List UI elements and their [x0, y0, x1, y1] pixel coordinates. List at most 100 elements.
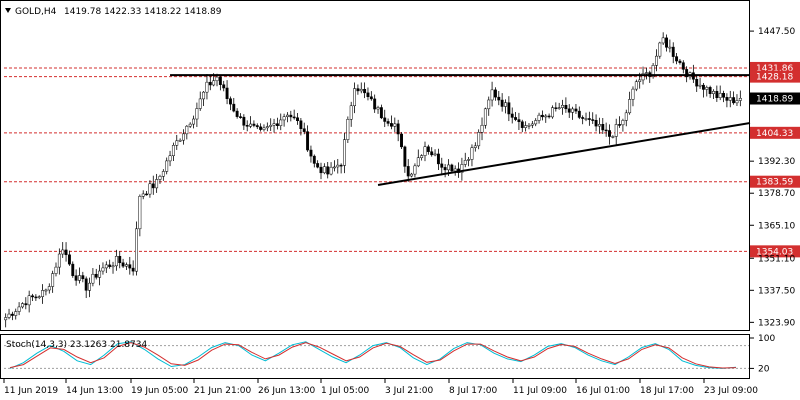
candle: [366, 87, 370, 101]
candle: [493, 87, 497, 101]
candle: [158, 174, 162, 184]
candle: [21, 302, 24, 309]
candle: [386, 118, 390, 127]
candle: [118, 251, 122, 269]
candle: [463, 152, 467, 168]
candle: [41, 284, 45, 304]
time-tick: 11 Jul 09:00: [513, 386, 567, 396]
candle: [628, 91, 632, 115]
candle: [591, 112, 595, 124]
candle: [376, 105, 380, 114]
candle: [423, 141, 427, 162]
candle: [121, 258, 125, 268]
candle: [416, 149, 420, 168]
candle: [141, 190, 145, 200]
candle: [540, 110, 544, 121]
candle: [718, 85, 722, 101]
candle: [155, 173, 159, 193]
collapse-triangle-icon[interactable]: [5, 8, 11, 13]
candle: [275, 117, 279, 130]
candle: [708, 85, 712, 98]
candle: [302, 122, 306, 135]
candle: [47, 283, 51, 294]
candle: [7, 308, 11, 320]
candle: [426, 144, 430, 155]
candle: [309, 145, 313, 163]
candle: [715, 85, 719, 102]
candle: [551, 105, 554, 119]
current-price-label: 1418.89: [756, 95, 793, 105]
candle: [84, 276, 88, 299]
candle: [222, 80, 226, 92]
candle: [195, 102, 199, 127]
candle: [81, 271, 85, 283]
candle: [658, 41, 662, 59]
candle: [356, 84, 360, 95]
candle: [259, 123, 263, 132]
candle: [470, 144, 474, 167]
candle: [151, 175, 155, 195]
candle: [265, 122, 269, 132]
candle: [510, 107, 514, 124]
candle: [329, 162, 333, 176]
candle: [145, 191, 149, 196]
rising-support-trendline[interactable]: [377, 122, 751, 186]
candle: [316, 160, 320, 169]
candle: [31, 293, 34, 301]
candle: [37, 295, 41, 300]
candle: [604, 122, 608, 137]
candle: [185, 125, 189, 140]
candle: [631, 86, 635, 107]
candle: [396, 119, 400, 142]
candle: [255, 123, 259, 130]
price-tick: 1392.30: [758, 157, 795, 167]
candle: [218, 75, 222, 91]
stoch-tick: 100: [758, 334, 775, 344]
candle: [574, 103, 578, 115]
candle: [594, 114, 598, 132]
candle: [188, 122, 192, 129]
candle: [282, 113, 286, 127]
candle: [232, 97, 236, 113]
candle: [440, 157, 444, 176]
candle: [547, 113, 551, 119]
candle: [245, 120, 249, 132]
candle: [339, 163, 343, 174]
main-pane[interactable]: [0, 0, 750, 331]
candle: [524, 121, 528, 132]
candle: [242, 114, 246, 130]
candle: [514, 112, 518, 122]
time-tick: 19 Jun 05:00: [131, 386, 188, 396]
candle: [369, 91, 373, 101]
candle: [336, 158, 340, 174]
candle: [430, 147, 434, 157]
candle: [306, 125, 310, 152]
candle: [624, 109, 628, 127]
candlesticks: [4, 32, 742, 328]
candle: [128, 256, 132, 275]
candle: [332, 160, 336, 172]
candle: [175, 134, 179, 150]
candle: [520, 119, 524, 133]
candle: [98, 264, 102, 286]
candle: [564, 97, 568, 113]
price-tick: 1378.70: [758, 189, 795, 199]
candle: [269, 118, 273, 131]
candle: [94, 268, 98, 280]
candle: [527, 122, 531, 130]
candle: [272, 118, 276, 133]
candle: [487, 96, 491, 116]
candle: [725, 93, 729, 108]
candle: [359, 82, 363, 94]
candle: [61, 242, 65, 258]
stoch-pane[interactable]: [0, 334, 750, 379]
candle: [611, 135, 615, 139]
candle: [433, 149, 437, 157]
candle: [289, 110, 293, 122]
candle: [608, 124, 611, 145]
candle: [728, 90, 732, 108]
candle: [379, 104, 383, 120]
candle: [131, 260, 135, 276]
